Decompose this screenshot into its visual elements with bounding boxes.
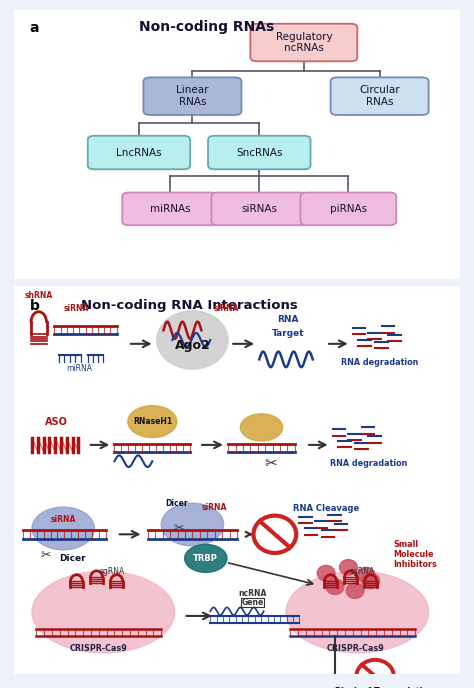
Circle shape: [362, 573, 380, 589]
Text: Target: Target: [272, 329, 305, 338]
Text: siRNA: siRNA: [213, 304, 238, 313]
FancyBboxPatch shape: [301, 193, 396, 225]
Circle shape: [356, 660, 394, 688]
FancyBboxPatch shape: [10, 8, 464, 281]
Text: Circular
RNAs: Circular RNAs: [359, 85, 400, 107]
Text: ✂: ✂: [40, 549, 51, 562]
FancyBboxPatch shape: [10, 281, 464, 678]
Ellipse shape: [161, 503, 224, 546]
Text: siRNA: siRNA: [64, 304, 89, 313]
Text: sgRNA: sgRNA: [100, 567, 125, 576]
Ellipse shape: [32, 507, 94, 550]
Text: Non-coding RNA Interactions: Non-coding RNA Interactions: [81, 299, 298, 312]
Text: b: b: [30, 299, 40, 313]
Text: RNaseH1: RNaseH1: [133, 417, 172, 426]
Circle shape: [317, 566, 335, 581]
Text: a: a: [30, 21, 39, 35]
Text: ASO: ASO: [45, 418, 68, 427]
Text: RNA Cleavage: RNA Cleavage: [293, 504, 359, 513]
FancyBboxPatch shape: [144, 78, 241, 115]
Circle shape: [339, 559, 357, 575]
Text: siRNAs: siRNAs: [241, 204, 277, 214]
Text: Regulatory
ncRNAs: Regulatory ncRNAs: [275, 32, 332, 53]
Text: Block of Transcription: Block of Transcription: [335, 687, 433, 688]
Ellipse shape: [240, 413, 283, 441]
Text: RNA: RNA: [277, 316, 299, 325]
FancyBboxPatch shape: [88, 136, 190, 169]
Text: SncRNAs: SncRNAs: [236, 147, 283, 158]
Text: Small
Molecule
Inhibitors: Small Molecule Inhibitors: [393, 539, 437, 570]
Text: TRBP: TRBP: [193, 554, 218, 563]
Text: Dicer: Dicer: [165, 499, 188, 508]
Text: piRNAs: piRNAs: [330, 204, 367, 214]
Text: sgRNA: sgRNA: [349, 567, 374, 576]
Text: ✂: ✂: [264, 456, 277, 471]
Text: Ago2: Ago2: [174, 339, 210, 352]
Text: CRISPR-Cas9: CRISPR-Cas9: [70, 644, 128, 653]
Text: CRISPR-Cas9: CRISPR-Cas9: [326, 644, 384, 653]
Ellipse shape: [286, 571, 428, 653]
Text: ncRNA: ncRNA: [238, 589, 267, 598]
FancyBboxPatch shape: [250, 24, 357, 61]
Ellipse shape: [32, 571, 174, 653]
Text: Non-coding RNAs: Non-coding RNAs: [139, 20, 274, 34]
Text: Dicer: Dicer: [59, 554, 85, 563]
Ellipse shape: [185, 544, 227, 572]
Ellipse shape: [157, 311, 228, 369]
Text: RNA degradation: RNA degradation: [341, 358, 418, 367]
Text: LncRNAs: LncRNAs: [116, 147, 162, 158]
Text: ✂: ✂: [174, 522, 184, 535]
FancyBboxPatch shape: [122, 193, 218, 225]
Circle shape: [326, 579, 344, 594]
Ellipse shape: [128, 406, 177, 438]
Circle shape: [357, 568, 375, 583]
Text: RNA degradation: RNA degradation: [330, 460, 407, 469]
Text: shRNA: shRNA: [25, 291, 53, 300]
Text: siRNA: siRNA: [51, 515, 76, 524]
Circle shape: [346, 583, 364, 599]
Circle shape: [254, 515, 296, 553]
Text: Gene: Gene: [241, 598, 264, 607]
Text: Linear
RNAs: Linear RNAs: [176, 85, 209, 107]
FancyBboxPatch shape: [330, 78, 428, 115]
Text: miRNA: miRNA: [66, 364, 92, 373]
Text: siRNA: siRNA: [202, 503, 228, 512]
Text: miRNAs: miRNAs: [150, 204, 191, 214]
FancyBboxPatch shape: [211, 193, 307, 225]
FancyBboxPatch shape: [208, 136, 310, 169]
